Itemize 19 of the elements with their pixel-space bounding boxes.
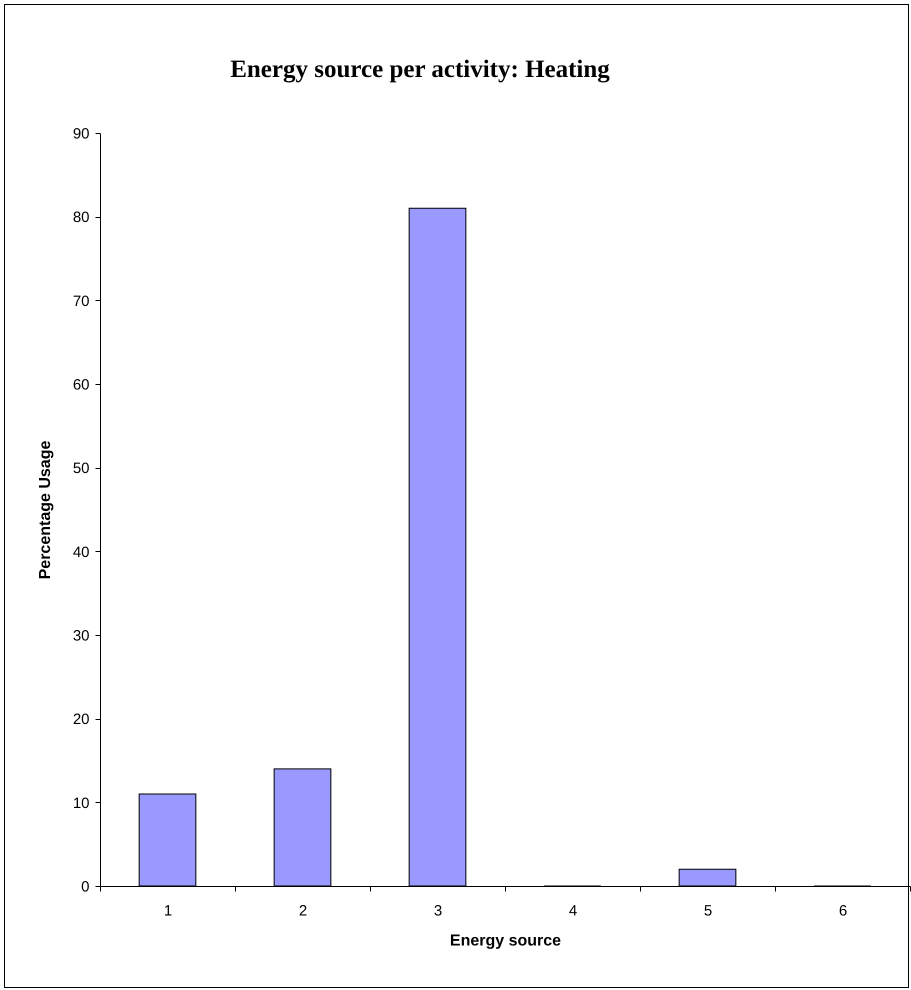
- y-tick-label: 0: [81, 878, 90, 896]
- y-tick-label: 70: [72, 292, 90, 310]
- y-tick-label: 40: [72, 544, 90, 561]
- y-tick-label: 80: [72, 209, 90, 226]
- y-tick-label: 30: [72, 628, 90, 644]
- x-tick-label: 2: [298, 902, 308, 920]
- y-tick-label: 60: [72, 376, 90, 394]
- x-tick-label: 4: [568, 902, 578, 920]
- x-tick-label: 6: [838, 902, 848, 920]
- x-tick-label: 5: [704, 902, 712, 920]
- chart-title: Energy source per activity: Heating: [230, 56, 610, 83]
- y-tick-label: 10: [72, 794, 90, 812]
- y-tick-label: 90: [72, 126, 90, 142]
- y-axis-title: Percentage Usage: [36, 440, 54, 580]
- x-tick-label: 1: [164, 902, 172, 920]
- x-axis-title: Energy source: [450, 932, 562, 950]
- y-tick-label: 20: [72, 711, 90, 728]
- y-tick-label: 50: [72, 460, 90, 478]
- x-tick-label: 3: [434, 902, 442, 920]
